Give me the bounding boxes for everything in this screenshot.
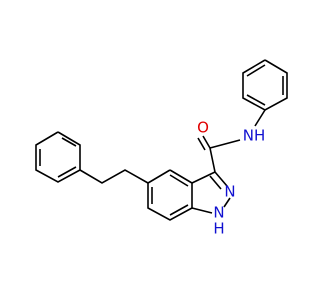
molecule: O NH N N H (0, 0, 300, 300)
atom-label: N (224, 183, 235, 201)
phenyl-ring (35, 131, 81, 183)
double-bond (57, 166, 77, 178)
ethyl-chain (79, 169, 149, 184)
atom-label: NH (243, 127, 266, 145)
bonds (35, 59, 288, 221)
double-bond (197, 137, 206, 151)
double-bond (169, 174, 189, 187)
double-bond (169, 204, 189, 216)
double-bond (209, 175, 222, 190)
bond (209, 147, 216, 173)
double-bond (246, 94, 266, 106)
bond (214, 171, 228, 187)
atom-label: H (213, 220, 224, 238)
double-bond (246, 64, 266, 77)
atom-label: N (213, 204, 224, 222)
bond (223, 197, 231, 208)
bond (209, 139, 241, 149)
bond (191, 171, 216, 184)
bond (254, 109, 266, 127)
phenyl-ring (242, 59, 288, 111)
bond (202, 135, 211, 149)
background (0, 0, 300, 300)
atom-label: O (197, 119, 209, 137)
bond (191, 207, 213, 214)
double-bond (61, 137, 77, 147)
